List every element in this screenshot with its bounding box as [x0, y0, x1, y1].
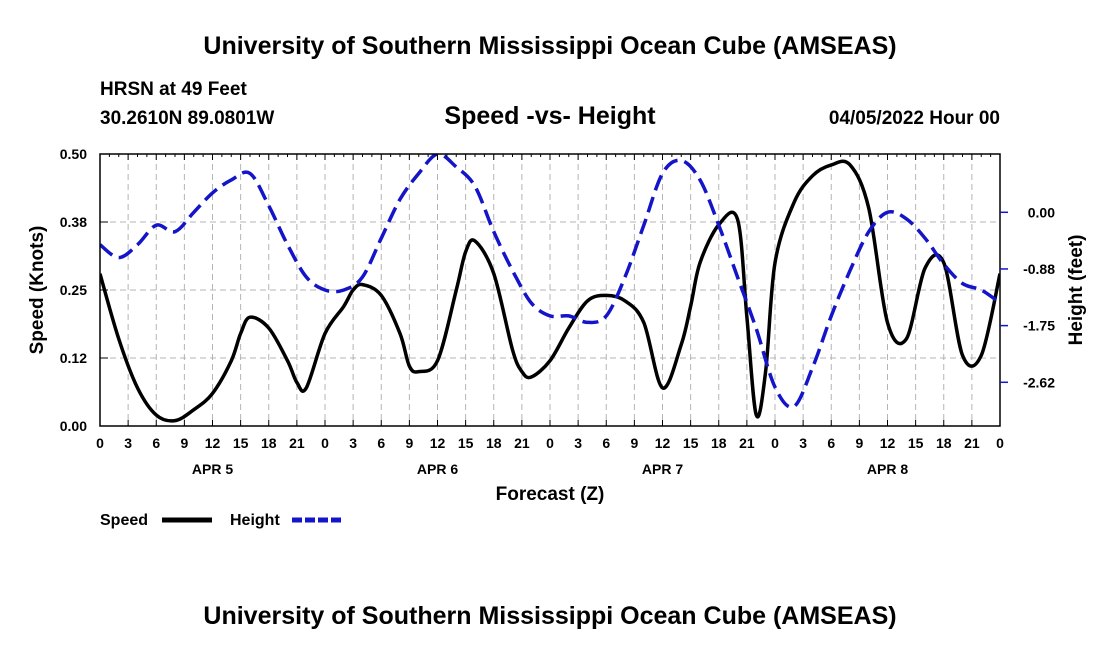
footer-title: University of Southern Mississippi Ocean… [203, 602, 896, 630]
x-tick-label: 0 [321, 435, 329, 451]
legend: Speed Height [100, 512, 342, 529]
day-label: APR 7 [642, 461, 683, 477]
x-tick-label: 18 [711, 435, 727, 451]
chart-subtitle: Speed -vs- Height [444, 102, 656, 130]
x-tick-label: 6 [827, 435, 835, 451]
x-tick-label: 6 [152, 435, 160, 451]
y2-tick-label: -1.75 [1023, 318, 1055, 334]
legend-height-label: Height [230, 512, 280, 529]
x-tick-label: 12 [655, 435, 671, 451]
x-tick-label: 18 [261, 435, 277, 451]
day-label: APR 5 [192, 461, 233, 477]
y-tick-label: 0.00 [60, 418, 87, 434]
y2-tick-label: -2.62 [1023, 374, 1055, 390]
x-tick-label: 15 [908, 435, 924, 451]
series-line-speed [100, 159, 1000, 423]
y-tick-label: 0.50 [60, 146, 87, 162]
x-tick-label: 9 [405, 435, 413, 451]
tick-labels: 0 3 6 9 12 15 18 21 0 3 6 9 12 15 18 21 0 3 6 9 12 15 18 21 0 3 6 9… [60, 146, 1055, 477]
x-tick-label: 3 [574, 435, 582, 451]
x-tick-label: 21 [739, 435, 755, 451]
y-axis-title: Speed (Knots) [27, 226, 48, 355]
x-tick-label: 21 [514, 435, 530, 451]
forecast-datetime: 04/05/2022 Hour 00 [829, 108, 1000, 129]
x-tick-label: 9 [855, 435, 863, 451]
x-tick-label: 3 [124, 435, 132, 451]
x-tick-label: 12 [430, 435, 446, 451]
series-line-height [100, 154, 1000, 409]
x-tick-label: 15 [683, 435, 699, 451]
x-tick-label: 9 [630, 435, 638, 451]
x-tick-label: 0 [771, 435, 779, 451]
x-tick-label: 12 [205, 435, 221, 451]
y2-tick-label: 0.00 [1028, 204, 1055, 220]
x-tick-label: 21 [289, 435, 305, 451]
x-tick-label: 21 [964, 435, 980, 451]
y-tick-label: 0.38 [60, 214, 87, 230]
x-tick-label: 6 [602, 435, 610, 451]
x-axis-title: Forecast (Z) [496, 484, 605, 505]
legend-speed-label: Speed [100, 512, 148, 529]
day-label: APR 8 [867, 461, 908, 477]
x-tick-label: 0 [546, 435, 554, 451]
x-tick-label: 18 [936, 435, 952, 451]
page-title: University of Southern Mississippi Ocean… [203, 32, 896, 60]
x-tick-label: 0 [996, 435, 1004, 451]
x-tick-label: 15 [233, 435, 249, 451]
x-tick-label: 6 [377, 435, 385, 451]
day-label: APR 6 [417, 461, 458, 477]
coordinates-label: 30.2610N 89.0801W [100, 108, 274, 129]
x-tick-label: 15 [458, 435, 474, 451]
x-tick-label: 0 [96, 435, 104, 451]
x-tick-label: 9 [180, 435, 188, 451]
y2-axis-title: Height (feet) [1066, 235, 1087, 346]
x-tick-label: 3 [349, 435, 357, 451]
y-tick-label: 0.12 [60, 350, 87, 366]
station-label: HRSN at 49 Feet [100, 79, 247, 100]
y-tick-label: 0.25 [60, 282, 87, 298]
y2-tick-label: -0.88 [1023, 261, 1055, 277]
x-tick-label: 12 [880, 435, 896, 451]
x-tick-label: 3 [799, 435, 807, 451]
series-layer [100, 154, 1000, 423]
x-tick-label: 18 [486, 435, 502, 451]
axis-ticks [99, 153, 1008, 427]
